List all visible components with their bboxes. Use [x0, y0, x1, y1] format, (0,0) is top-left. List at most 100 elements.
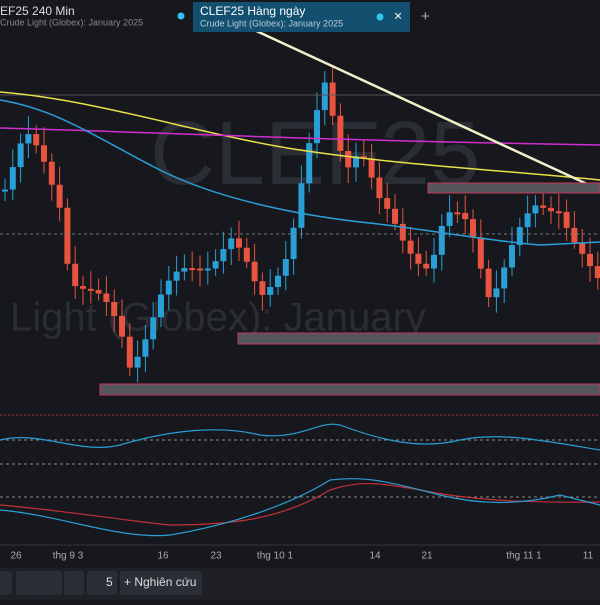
- macd-line: [0, 478, 600, 537]
- candle: [555, 211, 562, 214]
- candle: [56, 184, 63, 208]
- tab-dot: [376, 13, 384, 21]
- candle: [345, 150, 352, 168]
- candle: [150, 317, 157, 340]
- trend-line: [249, 26, 600, 192]
- zone: [427, 182, 600, 194]
- close-button[interactable]: ×: [394, 8, 402, 24]
- candle: [501, 267, 508, 289]
- x-tick-label: 14: [369, 551, 381, 562]
- candle: [594, 266, 600, 279]
- candle: [103, 293, 110, 303]
- candle: [454, 212, 461, 215]
- candle: [384, 198, 391, 209]
- candle: [212, 261, 219, 269]
- x-tick-label: 21: [421, 551, 433, 562]
- candle: [17, 143, 24, 168]
- visibility-button[interactable]: [16, 571, 62, 595]
- candle: [493, 288, 500, 298]
- candle: [9, 167, 16, 190]
- candle: [267, 287, 274, 295]
- tab-title: CLEF25 Hàng ngày: [200, 4, 305, 18]
- candle: [236, 238, 242, 248]
- oscillator: [0, 423, 600, 451]
- signal-line: [0, 483, 600, 526]
- candle: [142, 339, 149, 357]
- candle: [228, 238, 235, 250]
- zone: [99, 383, 600, 396]
- toolbar-buttons[interactable]: 5 + Nghiên cứu: [0, 571, 202, 595]
- settings-button[interactable]: [87, 571, 117, 595]
- x-tick-label: thg 10 1: [257, 551, 294, 562]
- watermark: Light (Globex): January: [10, 296, 426, 340]
- add-tab[interactable]: +: [421, 8, 430, 25]
- candle: [376, 177, 383, 199]
- candle: [540, 205, 547, 208]
- candle: [197, 268, 203, 271]
- candle: [126, 336, 133, 368]
- candle: [80, 286, 86, 289]
- candle: [243, 247, 250, 262]
- candle: [48, 161, 55, 185]
- symbol-title: EF25 240 Min: [0, 4, 75, 18]
- candle: [368, 158, 375, 178]
- candle: [165, 280, 172, 295]
- candle: [275, 275, 281, 288]
- x-tick-label: 11: [583, 551, 594, 562]
- candle: [2, 189, 8, 192]
- button[interactable]: [0, 571, 12, 595]
- candle: [189, 268, 196, 271]
- x-tick-label: 16: [157, 551, 169, 562]
- candle: [64, 207, 71, 264]
- candle: [571, 227, 578, 243]
- candle: [431, 254, 437, 269]
- tab[interactable]: [193, 2, 410, 32]
- candle: [72, 263, 79, 287]
- candle: [477, 237, 484, 269]
- candle: [314, 110, 320, 144]
- candle: [516, 227, 523, 246]
- studies-label: + Nghiên cứu: [124, 575, 196, 589]
- x-tick-label: thg 9 3: [53, 551, 84, 562]
- candle: [220, 249, 227, 262]
- candle: [532, 205, 539, 214]
- price-pane: [2, 65, 600, 383]
- candle: [423, 263, 430, 269]
- sync-button[interactable]: [64, 571, 84, 595]
- candle: [33, 134, 40, 146]
- moving-average: [0, 99, 600, 246]
- candle: [399, 223, 406, 241]
- candle: [41, 145, 47, 162]
- candle: [470, 219, 476, 238]
- candle: [509, 245, 515, 268]
- x-tick-label: 23: [210, 551, 222, 562]
- candle: [87, 288, 94, 291]
- candle: [392, 208, 398, 224]
- candle: [95, 290, 102, 294]
- candle: [438, 225, 445, 255]
- candle: [204, 268, 211, 271]
- candle: [119, 315, 125, 337]
- x-tick-label: 26: [10, 551, 22, 562]
- candle: [548, 207, 554, 212]
- candle: [111, 302, 118, 316]
- candle: [485, 268, 492, 298]
- studies-button[interactable]: [120, 571, 202, 595]
- candle: [563, 211, 570, 228]
- candle: [181, 268, 188, 272]
- candle: [407, 240, 414, 254]
- candle: [173, 271, 180, 281]
- candle: [251, 261, 258, 282]
- symbol-subtitle: Crude Light (Globex): January 2025: [0, 17, 143, 27]
- x-tick-label: thg 11 1: [506, 551, 542, 562]
- candle: [290, 227, 297, 260]
- candle: [306, 143, 313, 184]
- zone: [237, 332, 600, 345]
- candle: [462, 212, 469, 220]
- candle: [321, 82, 328, 111]
- tab-dot: [177, 12, 185, 20]
- candle: [360, 156, 367, 159]
- candle: [298, 183, 305, 228]
- candle: [259, 281, 266, 295]
